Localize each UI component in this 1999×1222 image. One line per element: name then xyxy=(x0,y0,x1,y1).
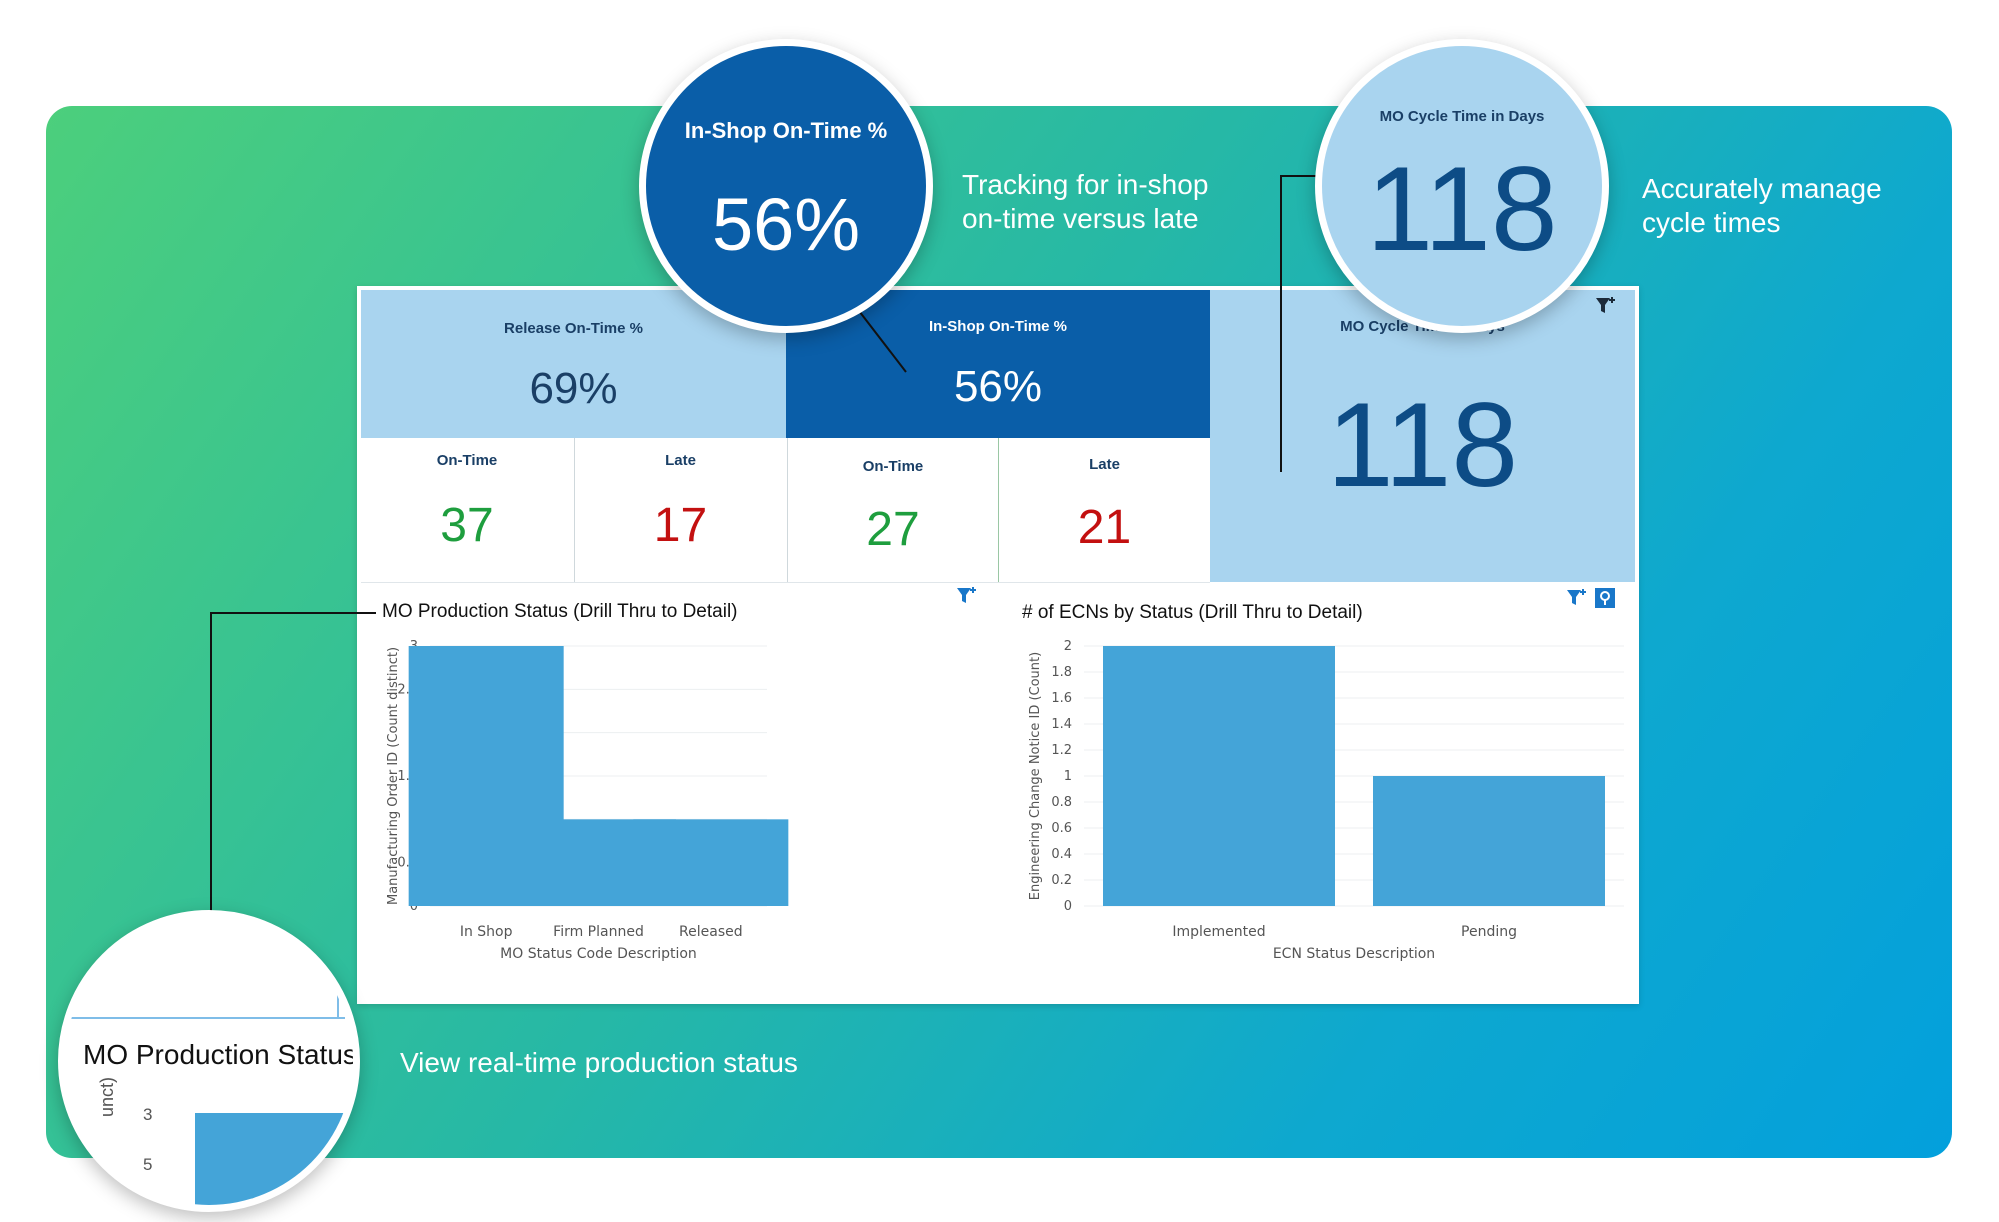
y-tick-label: 0.6 xyxy=(1051,821,1072,836)
release-ontime-title: Release On-Time % xyxy=(504,320,643,337)
cycle-time-value: 118 xyxy=(1326,378,1519,512)
bar[interactable] xyxy=(1373,776,1605,906)
x-tick-label: Pending xyxy=(1461,924,1517,940)
cycle-bubble-value: 118 xyxy=(1366,142,1558,276)
filter-icon[interactable] xyxy=(956,586,978,606)
x-tick-label: Implemented xyxy=(1172,924,1265,940)
y-tick-label: 1.6 xyxy=(1051,691,1072,706)
y-tick-label: 0.4 xyxy=(1051,847,1072,862)
cycle-bubble: MO Cycle Time in Days 118 xyxy=(1315,39,1609,333)
y-tick-label: 0.2 xyxy=(1051,873,1072,888)
status-connector-vertical xyxy=(210,612,212,917)
cycle-time-tile[interactable]: MO Cycle Time in Days 118 xyxy=(1210,290,1635,582)
y-tick-label: 1.4 xyxy=(1051,717,1072,732)
cycle-connector-vertical xyxy=(1280,175,1282,472)
divider xyxy=(574,438,575,582)
cycle-callout-line1: Accurately manage xyxy=(1642,173,1882,204)
status-bubble-bar xyxy=(195,1113,353,1205)
status-bubble-tick xyxy=(337,989,339,1017)
y-tick-label: 1.2 xyxy=(1051,743,1072,758)
inshop-bubble-title: In-Shop On-Time % xyxy=(684,118,888,143)
release-ontime-count: 37 xyxy=(440,499,494,552)
divider xyxy=(787,438,788,582)
status-bubble-tick-25: 5 xyxy=(143,1155,153,1174)
inshop-bubble-value: 56% xyxy=(711,183,861,266)
mo-production-chart: 00.511.522.53Manufacturing Order ID (Cou… xyxy=(386,639,789,962)
x-tick-label: Released xyxy=(679,924,743,940)
y-axis-label: Engineering Change Notice ID (Count) xyxy=(1028,652,1043,900)
status-bubble-line xyxy=(65,1017,345,1019)
inshop-callout-line2: on-time versus late xyxy=(962,203,1199,234)
dashboard-panel: Release On-Time % 69% In-Shop On-Time % … xyxy=(357,286,1639,1004)
inshop-ontime-cell[interactable]: On-Time 27 xyxy=(788,438,998,582)
inshop-ontime-title: In-Shop On-Time % xyxy=(928,318,1068,335)
status-bubble-tick-3: 3 xyxy=(143,1105,153,1124)
release-ontime-value: 69% xyxy=(529,364,618,413)
y-tick-label: 0 xyxy=(1064,899,1072,914)
bar[interactable] xyxy=(1103,646,1335,906)
pin-icon[interactable] xyxy=(1595,588,1615,608)
inshop-callout-line1: Tracking for in-shop xyxy=(962,169,1209,200)
mo-production-chart-title: MO Production Status (Drill Thru to Deta… xyxy=(382,601,738,622)
inshop-ontime-value: 56% xyxy=(953,362,1043,411)
cycle-callout-text: Accurately manage cycle times xyxy=(1642,172,1882,240)
release-ontime-cell[interactable]: On-Time 37 xyxy=(361,438,573,582)
release-late-label: Late xyxy=(665,452,696,469)
bar[interactable] xyxy=(633,819,789,906)
inshop-late-cell[interactable]: Late 21 xyxy=(999,438,1210,582)
cycle-connector-horizontal xyxy=(1280,175,1330,177)
inshop-ontime-tile[interactable]: In-Shop On-Time % 56% xyxy=(786,290,1210,438)
release-ontime-label: On-Time xyxy=(436,452,498,469)
divider xyxy=(361,582,1210,583)
release-late-cell[interactable]: Late 17 xyxy=(575,438,786,582)
inshop-bubble: In-Shop On-Time % 56% xyxy=(639,39,933,333)
x-axis-label: ECN Status Description xyxy=(1273,946,1435,962)
x-tick-label: Firm Planned xyxy=(553,924,644,940)
ecn-chart-title: # of ECNs by Status (Drill Thru to Detai… xyxy=(1022,602,1363,623)
cycle-bubble-title: MO Cycle Time in Days xyxy=(1379,108,1545,125)
y-tick-label: 0.8 xyxy=(1051,795,1072,810)
y-tick-label: 0 xyxy=(410,899,418,914)
status-bubble: MO Production Status unct) 3 5 xyxy=(58,910,360,1212)
divider xyxy=(998,438,999,582)
inshop-ontime-count: 27 xyxy=(866,503,920,556)
filter-icon[interactable] xyxy=(1595,296,1617,316)
status-connector-horizontal xyxy=(210,612,376,614)
inshop-callout-text: Tracking for in-shop on-time versus late xyxy=(962,168,1208,236)
status-bubble-title: MO Production Status xyxy=(83,1039,357,1070)
status-bubble-axis-label: unct) xyxy=(97,1076,117,1117)
cycle-callout-line2: cycle times xyxy=(1642,207,1781,238)
status-callout-text: View real-time production status xyxy=(400,1047,798,1078)
x-axis-label: MO Status Code Description xyxy=(500,946,697,962)
inshop-late-label: Late xyxy=(1089,456,1120,473)
y-tick-label: 1.8 xyxy=(1051,665,1072,680)
y-tick-label: 1 xyxy=(1064,769,1072,784)
inshop-ontime-label: On-Time xyxy=(862,458,924,475)
ecn-chart: 0 0.2 0.4 0.6 0.8 1 1.2 1.4 1.6 1.8 2 Engineering C… xyxy=(1028,639,1624,962)
filter-icon[interactable] xyxy=(1566,588,1588,608)
x-tick-label: In Shop xyxy=(460,924,513,940)
release-late-count: 17 xyxy=(653,499,708,552)
y-axis-label: Manufacturing Order ID (Count distinct) xyxy=(386,647,401,905)
y-tick-label: 2 xyxy=(1064,639,1072,654)
inshop-late-count: 21 xyxy=(1077,501,1132,554)
